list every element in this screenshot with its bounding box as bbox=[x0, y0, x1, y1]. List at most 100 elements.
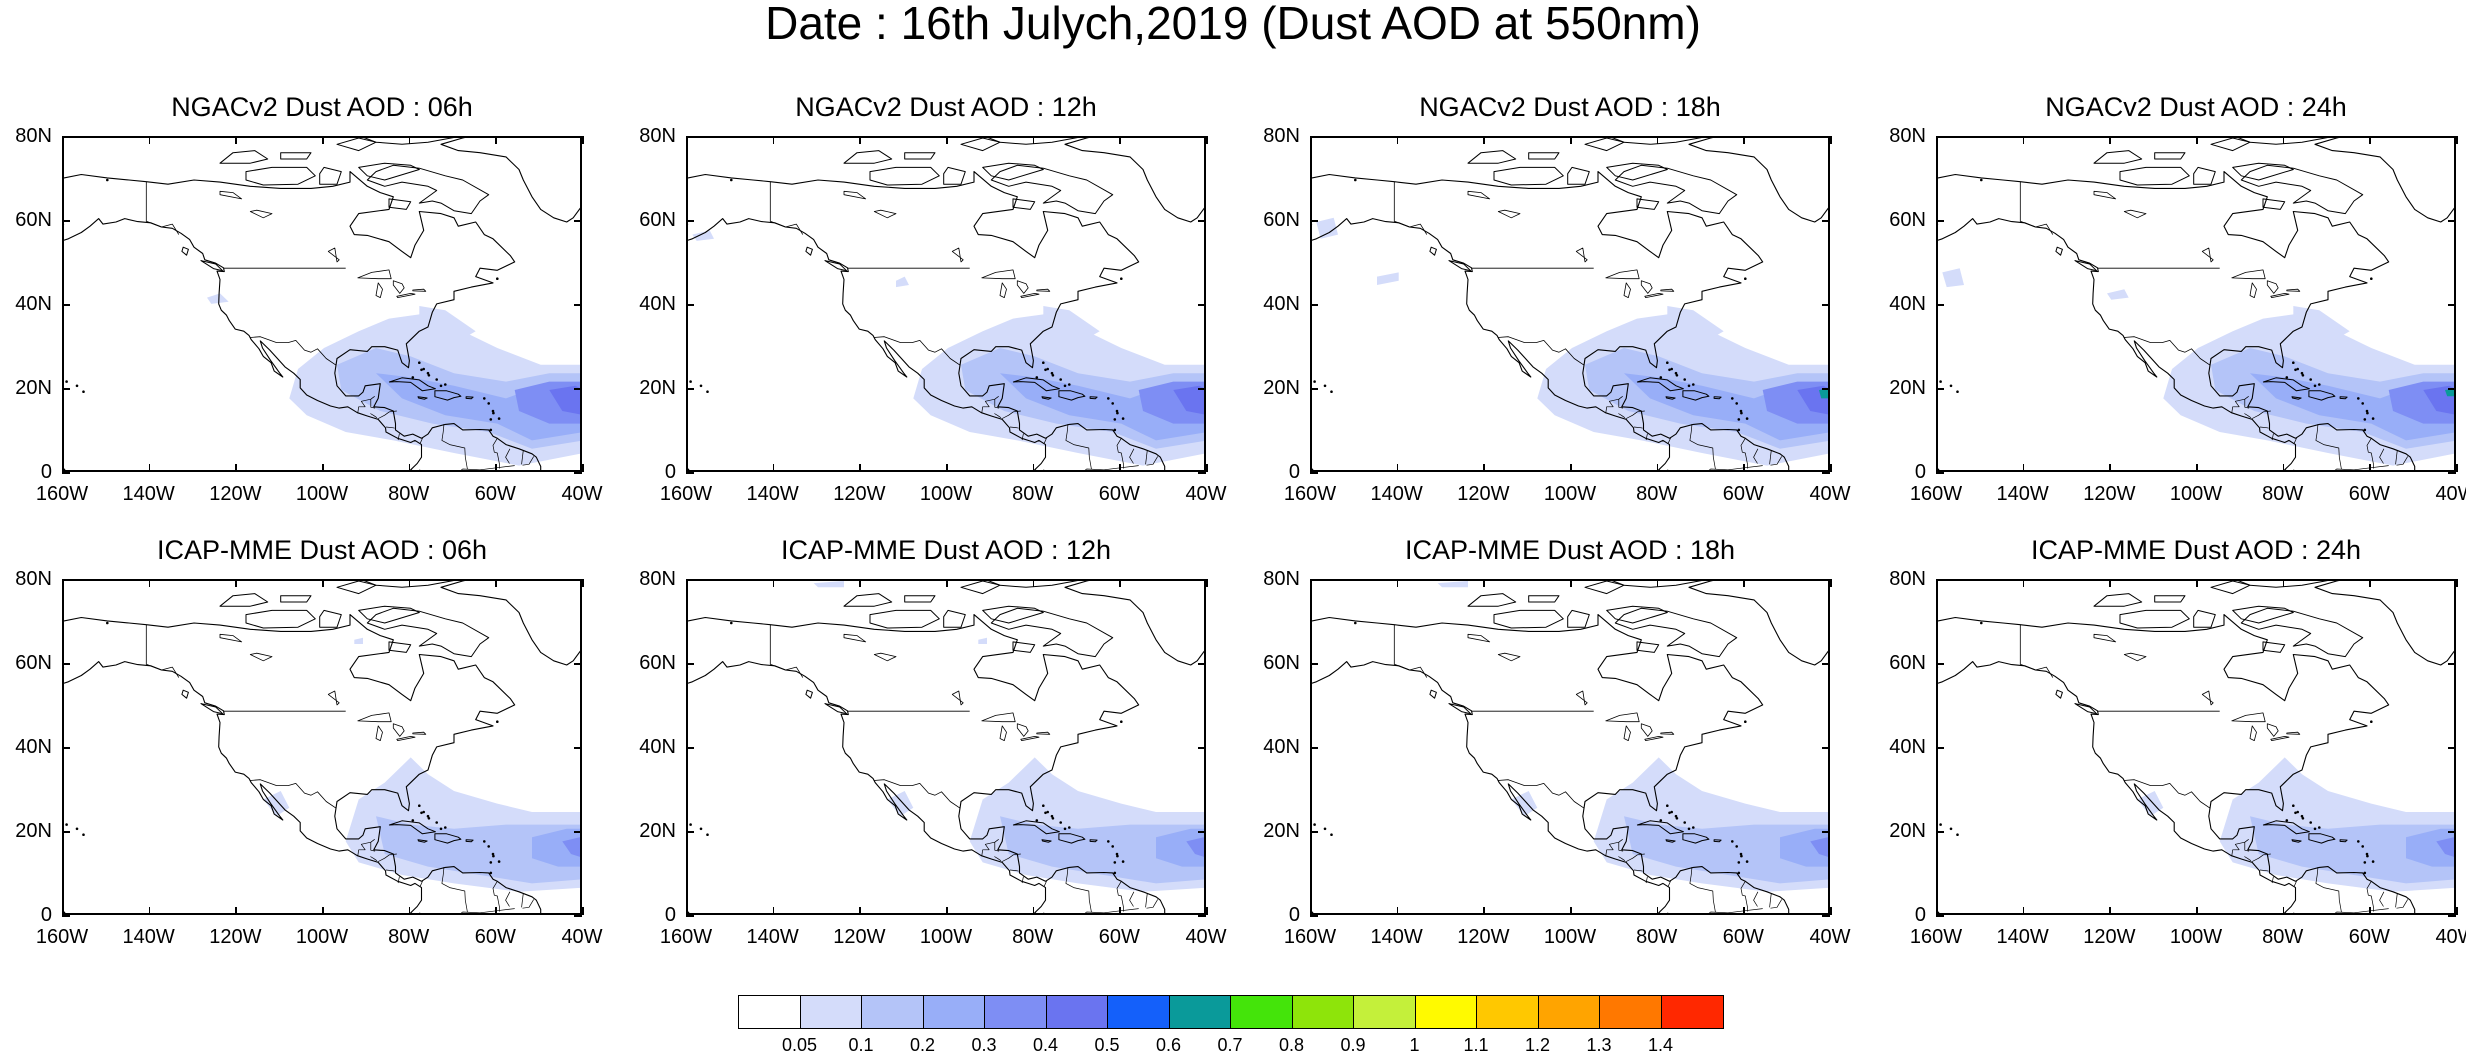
lat-tick-mark bbox=[1822, 136, 1830, 138]
lon-tick-mark bbox=[2282, 907, 2285, 915]
lat-tick-mark bbox=[1310, 579, 1318, 581]
colorbar-tick-label: 0.1 bbox=[848, 1035, 874, 1055]
lon-tick-mark bbox=[1310, 464, 1312, 472]
lat-tick-label: 0 bbox=[40, 904, 52, 926]
lat-tick-mark bbox=[62, 663, 70, 665]
lat-tick-label: 80N bbox=[15, 125, 52, 147]
lon-tick-mark bbox=[772, 579, 775, 587]
lat-tick-mark bbox=[1198, 220, 1206, 222]
lon-tick-mark bbox=[2282, 464, 2285, 472]
lon-tick-mark bbox=[408, 136, 411, 144]
lon-tick-label: 120W bbox=[1457, 926, 1510, 948]
lat-tick-mark bbox=[574, 831, 582, 833]
lon-tick-mark bbox=[1570, 464, 1572, 472]
lon-tick-mark bbox=[1830, 464, 1832, 472]
lon-tick-label: 140W bbox=[1370, 926, 1423, 948]
lon-tick-mark bbox=[1032, 579, 1035, 587]
lon-tick-label: 60W bbox=[2348, 483, 2390, 505]
lon-tick-mark bbox=[582, 579, 584, 587]
lon-tick-mark bbox=[2196, 136, 2198, 144]
lon-tick-mark bbox=[408, 907, 411, 915]
lon-tick-mark bbox=[859, 907, 861, 915]
panel-title: ICAP-MME Dust AOD : 12h bbox=[780, 535, 1112, 565]
lon-tick-mark bbox=[1483, 907, 1485, 915]
lat-tick-mark bbox=[1822, 831, 1830, 833]
lon-tick-label: 40W bbox=[561, 926, 603, 948]
lat-tick-label: 40N bbox=[15, 293, 52, 315]
lon-tick-label: 60W bbox=[474, 926, 516, 948]
lat-tick-mark bbox=[62, 220, 70, 222]
dust-aod-map bbox=[688, 138, 1204, 470]
lon-tick-label: 140W bbox=[746, 483, 799, 505]
lon-tick-mark bbox=[2109, 579, 2111, 587]
lat-tick-mark bbox=[1936, 472, 1944, 474]
lon-tick-mark bbox=[1483, 579, 1485, 587]
lon-tick-label: 120W bbox=[2083, 926, 2136, 948]
lon-tick-mark bbox=[946, 136, 948, 144]
lat-tick-mark bbox=[1936, 831, 1944, 833]
lat-tick-mark bbox=[1936, 388, 1944, 390]
colorbar-swatch bbox=[1661, 996, 1723, 1028]
lat-tick-label: 80N bbox=[639, 568, 676, 590]
lat-tick-label: 60N bbox=[15, 209, 52, 231]
lon-tick-mark bbox=[495, 579, 497, 587]
lat-tick-mark bbox=[62, 304, 70, 306]
lon-tick-mark bbox=[2022, 907, 2025, 915]
lon-tick-mark bbox=[2369, 136, 2371, 144]
panel-title: ICAP-MME Dust AOD : 24h bbox=[2030, 535, 2362, 565]
lon-tick-mark bbox=[1119, 907, 1121, 915]
lon-tick-mark bbox=[1119, 579, 1121, 587]
colorbar-swatch bbox=[1169, 996, 1231, 1028]
lat-tick-label: 40N bbox=[1263, 293, 1300, 315]
lon-tick-mark bbox=[408, 579, 411, 587]
lon-tick-mark bbox=[1032, 464, 1035, 472]
lon-tick-mark bbox=[148, 579, 151, 587]
map-panel bbox=[62, 579, 582, 915]
lat-tick-label: 80N bbox=[639, 125, 676, 147]
lat-tick-mark bbox=[574, 136, 582, 138]
lat-tick-mark bbox=[1310, 220, 1318, 222]
lat-tick-mark bbox=[1936, 915, 1944, 917]
aod-colorbar bbox=[738, 995, 1724, 1029]
lat-tick-mark bbox=[686, 304, 694, 306]
lat-tick-mark bbox=[1936, 220, 1944, 222]
lon-tick-mark bbox=[2022, 579, 2025, 587]
lon-tick-mark bbox=[1483, 464, 1485, 472]
lat-tick-mark bbox=[1198, 747, 1206, 749]
lat-tick-mark bbox=[62, 831, 70, 833]
colorbar-tick-label: 0.05 bbox=[781, 1035, 818, 1055]
lon-tick-label: 80W bbox=[1636, 926, 1678, 948]
lat-tick-mark bbox=[62, 579, 70, 581]
colorbar-tick-label: 0.9 bbox=[1340, 1035, 1366, 1055]
lat-tick-label: 0 bbox=[1914, 461, 1926, 483]
map-panel bbox=[1936, 579, 2456, 915]
lon-tick-label: 140W bbox=[1996, 483, 2049, 505]
lon-tick-label: 140W bbox=[1996, 926, 2049, 948]
lat-tick-mark bbox=[1822, 220, 1830, 222]
lon-tick-mark bbox=[2022, 136, 2025, 144]
colorbar-swatch bbox=[1600, 996, 1662, 1028]
lat-tick-mark bbox=[574, 663, 582, 665]
lon-tick-label: 60W bbox=[1722, 483, 1764, 505]
colorbar-tick-label: 1.1 bbox=[1463, 1035, 1489, 1055]
lon-tick-label: 140W bbox=[746, 926, 799, 948]
lat-tick-mark bbox=[62, 747, 70, 749]
lon-tick-mark bbox=[2196, 907, 2198, 915]
colorbar-tick-label: 0.6 bbox=[1155, 1035, 1182, 1055]
lon-tick-label: 160W bbox=[1909, 926, 1963, 948]
lon-tick-label: 160W bbox=[35, 926, 89, 948]
lon-tick-label: 80W bbox=[1012, 483, 1054, 505]
lon-tick-label: 40W bbox=[1185, 926, 1227, 948]
lon-tick-mark bbox=[1032, 136, 1035, 144]
lon-tick-label: 80W bbox=[1636, 483, 1678, 505]
lon-tick-mark bbox=[495, 136, 497, 144]
lon-tick-mark bbox=[62, 907, 64, 915]
lon-tick-mark bbox=[2196, 464, 2198, 472]
lat-tick-mark bbox=[2448, 663, 2456, 665]
map-panel bbox=[1310, 136, 1830, 472]
lat-tick-label: 40N bbox=[639, 293, 676, 315]
lon-tick-mark bbox=[686, 579, 688, 587]
lat-tick-mark bbox=[1310, 136, 1318, 138]
lon-tick-mark bbox=[1310, 907, 1312, 915]
lon-tick-mark bbox=[1936, 907, 1938, 915]
